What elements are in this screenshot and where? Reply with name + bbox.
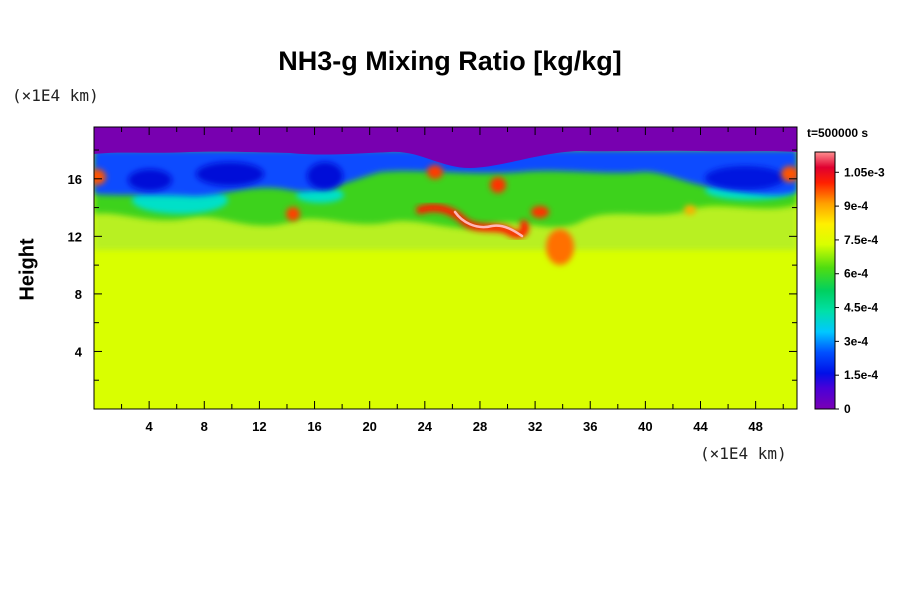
- colorbar-ticks: 0 1.5e-4 3e-4 4.5e-4 6e-4 7.5e-4 9e-4 1.05e-3: [835, 165, 885, 416]
- hot-spot: [427, 165, 443, 179]
- x-tick-label: 12: [252, 419, 266, 434]
- chart-title: NH3-g Mixing Ratio [kg/kg]: [278, 46, 622, 76]
- y-tick-label: 8: [75, 287, 82, 302]
- hot-spot: [684, 205, 696, 215]
- dark-blue-pockets: [128, 162, 785, 191]
- dark-blue-pocket: [705, 166, 785, 190]
- dark-blue-pocket: [196, 162, 264, 186]
- hot-spot: [781, 166, 797, 182]
- white-filament-core: [453, 210, 524, 238]
- x-axis-ticks: 4 8 12 16 20 24 28 32 36 40 44 48: [121, 127, 784, 434]
- dark-blue-pocket: [128, 169, 172, 191]
- y-axis-unit: (×1E4 km): [12, 86, 99, 105]
- colorbar-tick-label: 4.5e-4: [844, 301, 878, 315]
- time-label: t=500000 s: [807, 126, 869, 140]
- hot-spot: [546, 229, 574, 265]
- colorbar-tick-label: 1.5e-4: [844, 368, 878, 382]
- y-axis-ticks: 4 8 12 16: [68, 149, 797, 381]
- x-tick-label: 16: [307, 419, 321, 434]
- x-tick-label: 24: [418, 419, 433, 434]
- y-tick-label: 16: [68, 172, 82, 187]
- x-tick-label: 44: [693, 419, 708, 434]
- hot-spot: [94, 169, 106, 185]
- hot-spot: [490, 177, 506, 193]
- x-tick-label: 8: [201, 419, 208, 434]
- x-tick-label: 32: [528, 419, 542, 434]
- colorbar-tick-label: 7.5e-4: [844, 233, 878, 247]
- colorbar: [814, 151, 836, 410]
- blue-layer: [94, 150, 797, 197]
- x-tick-label: 4: [146, 419, 154, 434]
- y-tick-label: 12: [68, 229, 82, 244]
- x-tick-label: 28: [473, 419, 487, 434]
- plot-frame: [93, 126, 798, 410]
- x-tick-label: 40: [638, 419, 652, 434]
- hot-spots: [94, 165, 797, 265]
- top-layer: [94, 127, 797, 168]
- x-axis-unit: (×1E4 km): [700, 444, 787, 463]
- colorbar-tick-label: 6e-4: [844, 267, 868, 281]
- colorbar-tick-label: 9e-4: [844, 199, 868, 213]
- y-tick-label: 4: [75, 344, 83, 359]
- x-tick-label: 20: [362, 419, 376, 434]
- colorbar-tick-label: 3e-4: [844, 334, 868, 348]
- x-tick-label: 36: [583, 419, 597, 434]
- dark-blue-pocket: [307, 162, 343, 190]
- colorbar-tick-label: 1.05e-3: [844, 165, 885, 179]
- colorbar-tick-label: 0: [844, 402, 851, 416]
- heatmap-plot-area: [94, 127, 797, 409]
- hot-spot: [531, 206, 549, 218]
- hot-spot: [286, 207, 300, 221]
- x-tick-label: 48: [748, 419, 762, 434]
